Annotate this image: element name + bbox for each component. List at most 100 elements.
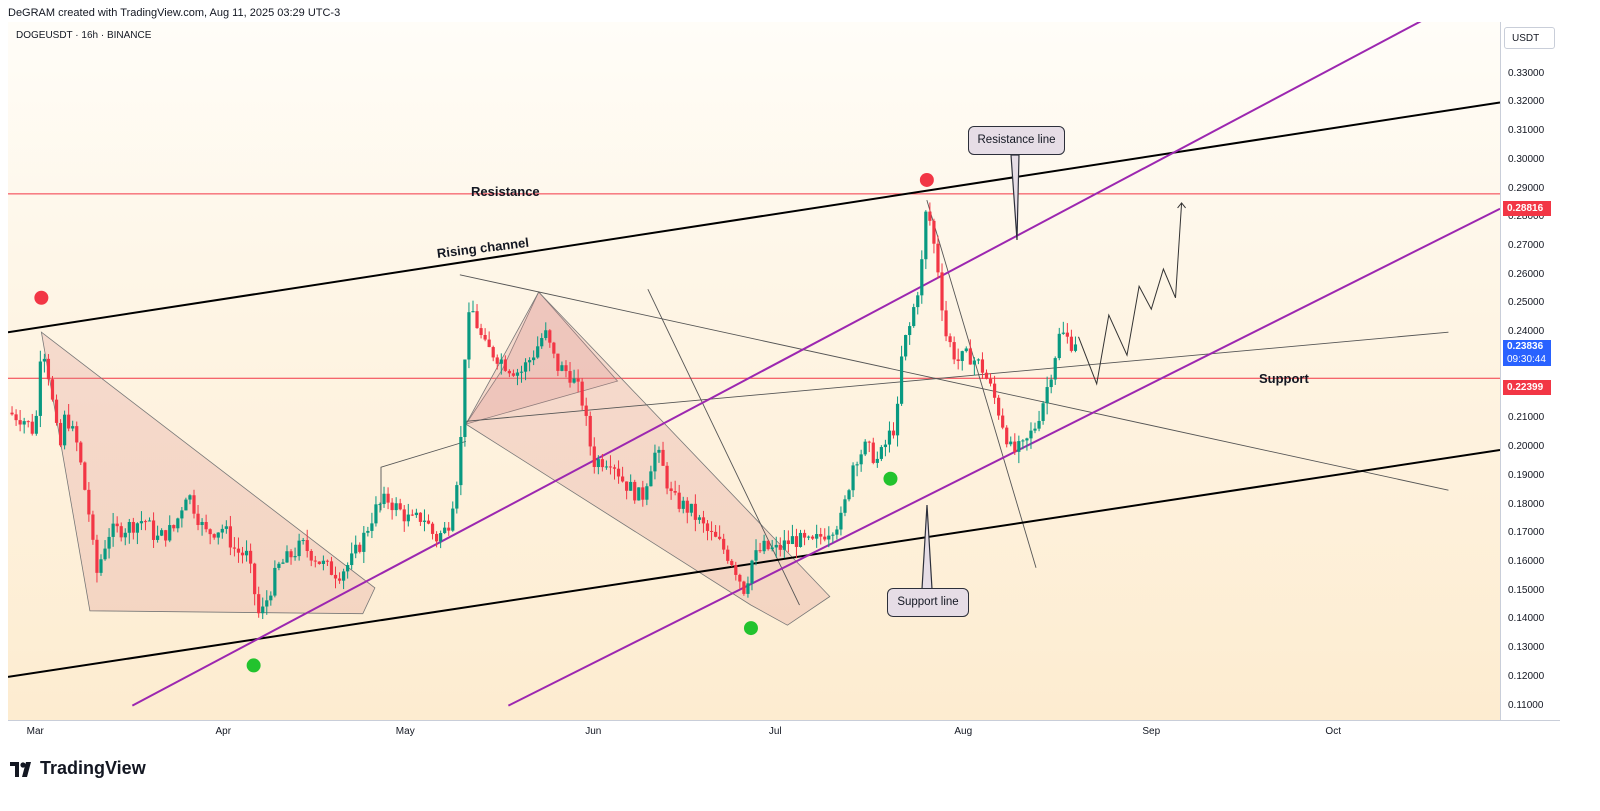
tradingview-logo[interactable]: TradingView [10, 758, 146, 779]
candle-body [960, 351, 964, 361]
candle-body [67, 414, 71, 429]
candle-body [160, 530, 164, 536]
bottom-marker-green [743, 621, 758, 636]
candle-body [402, 509, 406, 522]
price-tick-label: 0.13000 [1508, 642, 1545, 654]
candle-body [63, 414, 67, 446]
candle-body [532, 357, 536, 361]
candle-body [948, 336, 952, 343]
price-tick-label: 0.25000 [1508, 297, 1545, 309]
candle-body [519, 371, 524, 373]
candle-body [637, 487, 641, 501]
resistance-price-badge: 0.28816 [1503, 201, 1551, 216]
candle-body [220, 528, 224, 533]
candle-body [168, 525, 172, 541]
candle-body [14, 414, 18, 421]
candle-body [26, 421, 30, 423]
candle-body [863, 441, 867, 455]
candle-body [693, 503, 697, 520]
support-callout-pointer [921, 504, 933, 590]
candle-body [156, 535, 160, 540]
trendline-down-diag-aug [926, 199, 1037, 568]
candle-body [42, 358, 46, 362]
candle-body [552, 342, 556, 354]
candle-body [204, 521, 208, 530]
candle-body [653, 452, 657, 472]
candle-body [766, 540, 770, 550]
candle-body [616, 468, 621, 477]
projection-arrowhead [1177, 202, 1186, 209]
candle-body [293, 556, 297, 558]
price-tick-label: 0.11000 [1508, 699, 1544, 711]
candle-body [972, 360, 976, 365]
candle-body [620, 476, 625, 482]
candle-body [382, 493, 386, 505]
candle-body [394, 503, 398, 511]
candle-body [1057, 333, 1061, 359]
candle-body [1045, 387, 1049, 404]
price-tick-label: 0.20000 [1508, 441, 1545, 453]
price-axis[interactable] [1500, 22, 1561, 720]
price-tick-label: 0.16000 [1508, 556, 1545, 568]
candle-body [309, 550, 313, 561]
callout-support-line[interactable]: Support line [887, 588, 969, 617]
candle-body [859, 454, 863, 465]
candle-body [556, 353, 560, 371]
candle-body [604, 466, 609, 468]
candle-body [544, 330, 548, 339]
tradingview-logo-icon [10, 761, 31, 777]
candle-body [10, 412, 14, 415]
chart-plot-area[interactable] [8, 22, 1500, 720]
candle-body [734, 565, 738, 575]
candle-body [297, 540, 301, 557]
price-tick-label: 0.17000 [1508, 527, 1545, 539]
candle-body [936, 243, 940, 273]
candle-body [257, 594, 261, 614]
candle-body [992, 383, 997, 398]
candle-body [718, 536, 722, 539]
symbol-label: DOGEUSDT · 16h · BINANCE [16, 30, 152, 41]
candle-body [370, 523, 374, 531]
candle-body [305, 540, 309, 551]
price-tick-label: 0.29000 [1508, 182, 1545, 194]
purple-line-purple-channel-upper [131, 22, 1422, 707]
candle-body [463, 359, 467, 437]
candle-body [968, 348, 972, 365]
trendline-wedge-lines [647, 288, 800, 606]
time-tick-label: Sep [1142, 726, 1161, 737]
time-tick-label: Apr [215, 726, 232, 737]
candle-body [434, 533, 439, 542]
candle-body [418, 512, 423, 522]
candle-body [580, 381, 584, 406]
candle-body [495, 357, 499, 364]
candle-body [843, 499, 847, 513]
candle-body [600, 459, 604, 468]
base-line [380, 440, 467, 511]
candle-body [58, 422, 63, 446]
candle-body [827, 535, 831, 540]
candle-body [689, 503, 693, 513]
candle-body [147, 520, 152, 522]
candle-body [426, 520, 431, 524]
candle-body [184, 499, 188, 511]
callout-resistance-line[interactable]: Resistance line [968, 126, 1065, 155]
currency-selector[interactable]: USDT [1504, 27, 1555, 49]
candle-body [83, 462, 87, 490]
candle-body [459, 436, 463, 486]
candle-body [515, 372, 520, 376]
candle-body [681, 500, 685, 509]
candle-body [346, 565, 350, 572]
candle-body [273, 567, 277, 596]
bottom-marker-green [246, 658, 261, 673]
time-axis[interactable] [8, 720, 1560, 745]
candle-body [277, 563, 281, 568]
candle-body [778, 544, 782, 550]
candle-body [527, 360, 532, 363]
chart-svg[interactable] [8, 22, 1500, 720]
bar-countdown: 09:30:44 [1507, 354, 1546, 365]
triangle-pattern [40, 331, 376, 615]
candle-body [224, 526, 228, 529]
candle-body [196, 513, 200, 526]
candle-body [798, 532, 803, 547]
candle-body [912, 307, 916, 327]
